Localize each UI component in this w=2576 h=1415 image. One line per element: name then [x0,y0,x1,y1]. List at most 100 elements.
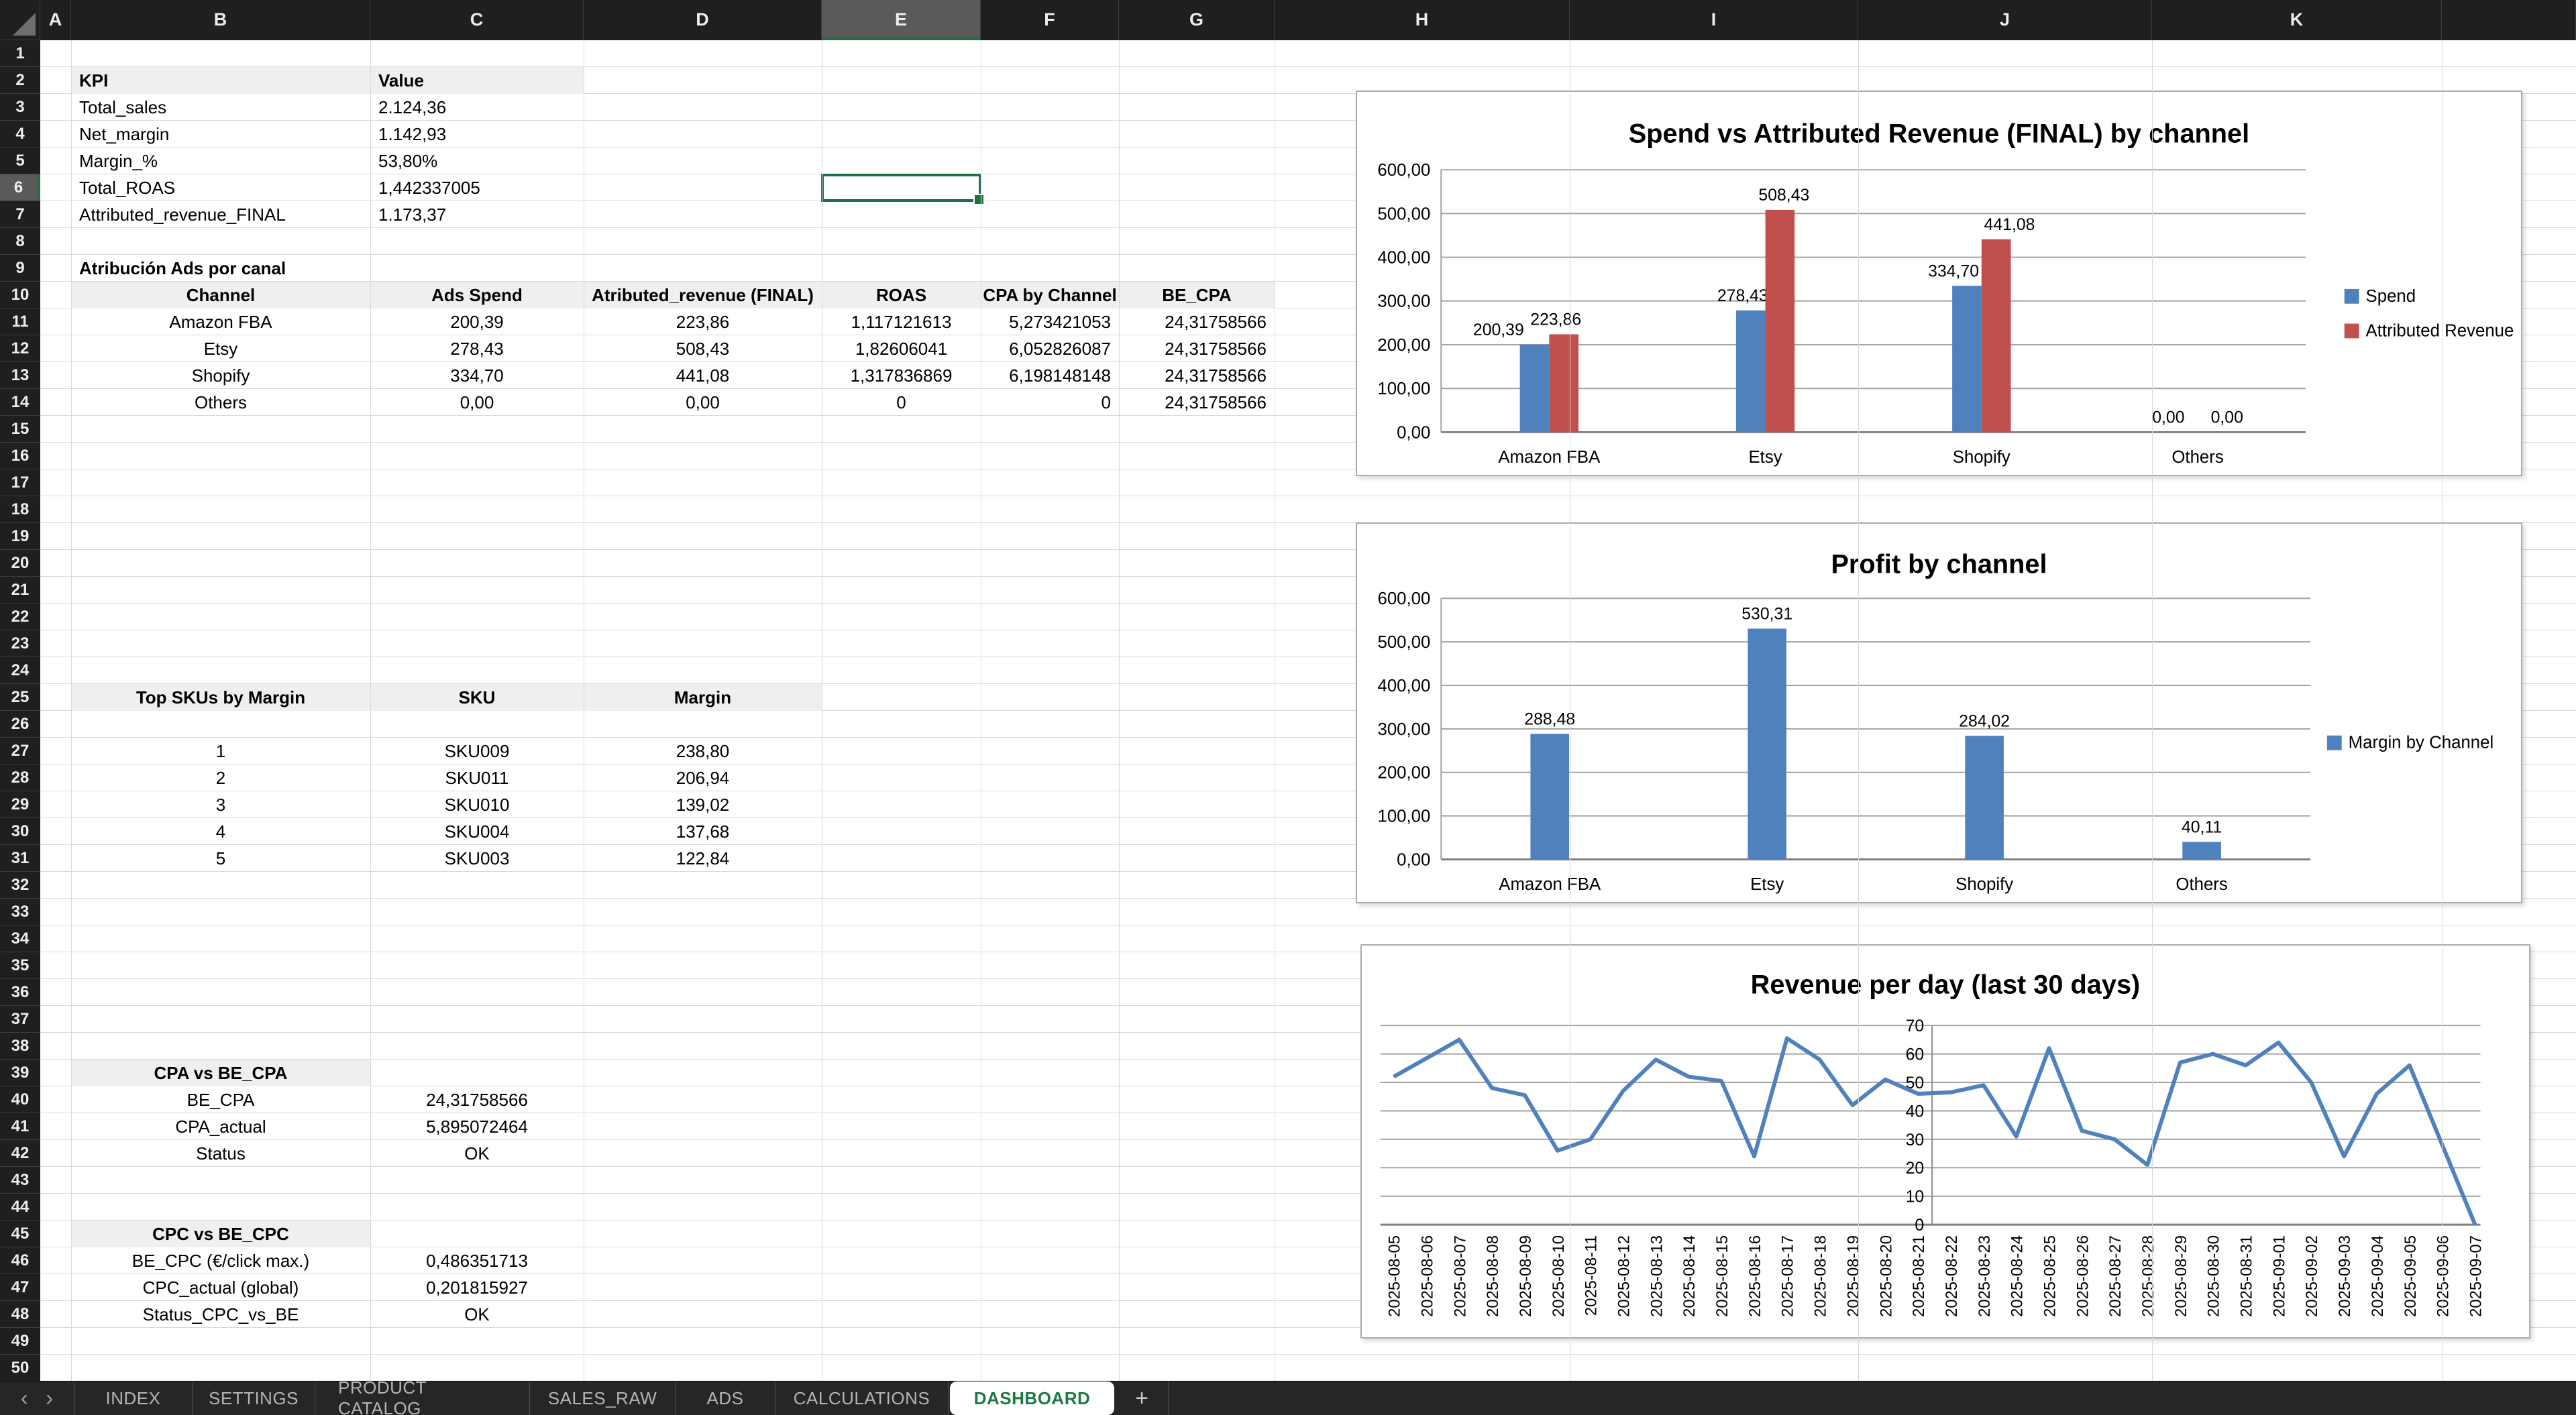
cell-F12[interactable]: 6,052826087 [1009,339,1111,359]
cell-B10[interactable]: Channel [71,282,370,308]
cell-C48[interactable]: OK [464,1304,490,1324]
cell-C12[interactable]: 278,43 [450,339,504,359]
sheet-grid[interactable]: KPI Value Total_sales 2.124,36 Net_margin 1.1… [40,40,2576,1381]
cell-B46[interactable]: BE_CPC (€/click max.) [131,1251,310,1271]
column-header-E[interactable]: E [822,0,981,40]
cell-B9[interactable]: Atribución Ads por canal [79,258,286,278]
row-header-20[interactable]: 20 [0,550,40,577]
cell-D11[interactable]: 223,86 [676,312,730,332]
cell-B6[interactable]: Total_ROAS [79,178,176,198]
cell-D12[interactable]: 508,43 [676,339,730,359]
cell-C5[interactable]: 53,80% [378,151,438,171]
cell-B31[interactable]: 5 [215,848,226,868]
row-header-35[interactable]: 35 [0,952,40,979]
cell-B11[interactable]: Amazon FBA [169,312,272,332]
cell-C10[interactable]: Ads Spend [370,282,584,308]
cell-F14[interactable]: 0 [1101,392,1111,412]
add-sheet-button[interactable]: + [1116,1381,1169,1415]
cell-C28[interactable]: SKU011 [445,768,509,788]
sheet-tab-calculations[interactable]: CALCULATIONS [775,1381,949,1415]
row-header-19[interactable]: 19 [0,523,40,550]
cell-C14[interactable]: 0,00 [460,392,494,412]
cell-B42[interactable]: Status [196,1143,246,1164]
cell-C7[interactable]: 1.173,37 [378,205,447,225]
row-header-24[interactable]: 24 [0,657,40,684]
row-header-2[interactable]: 2 [0,67,40,94]
sheet-tab-settings[interactable]: SETTINGS [193,1381,315,1415]
cell-C25[interactable]: SKU [370,684,584,711]
row-header-28[interactable]: 28 [0,765,40,791]
row-header-13[interactable]: 13 [0,362,40,389]
column-header-A[interactable]: A [40,0,71,40]
cell-B48[interactable]: Status_CPC_vs_BE [142,1304,299,1324]
cell-C13[interactable]: 334,70 [450,365,504,386]
column-header-H[interactable]: H [1275,0,1570,40]
tabs-scroll-right-icon[interactable]: › [46,1385,54,1411]
cell-E11[interactable]: 1,117121613 [851,312,952,332]
cell-E12[interactable]: 1,82606041 [855,339,948,359]
cell-B2[interactable]: KPI [71,67,370,94]
cell-C27[interactable]: SKU009 [444,741,510,761]
cell-C47[interactable]: 0,201815927 [426,1278,528,1298]
cell-D25[interactable]: Margin [584,684,822,711]
sheet-tab-sales_raw[interactable]: SALES_RAW [530,1381,676,1415]
cell-D28[interactable]: 206,94 [676,768,730,788]
row-header-47[interactable]: 47 [0,1274,40,1301]
sheet-tab-dashboard[interactable]: DASHBOARD [950,1381,1114,1415]
row-header-42[interactable]: 42 [0,1140,40,1167]
row-header-5[interactable]: 5 [0,148,40,174]
cell-B29[interactable]: 3 [215,795,226,815]
cell-C4[interactable]: 1.142,93 [378,124,447,144]
row-header-37[interactable]: 37 [0,1006,40,1033]
cell-B7[interactable]: Attributed_revenue_FINAL [79,205,286,225]
row-header-36[interactable]: 36 [0,979,40,1006]
cell-F13[interactable]: 6,198148148 [1009,365,1111,386]
cell-B27[interactable]: 1 [215,741,226,761]
sheet-tab-index[interactable]: INDEX [74,1381,193,1415]
column-header-B[interactable]: B [71,0,370,40]
row-header-23[interactable]: 23 [0,630,40,657]
cell-D14[interactable]: 0,00 [686,392,720,412]
cell-C11[interactable]: 200,39 [450,312,504,332]
row-header-22[interactable]: 22 [0,604,40,630]
cell-C3[interactable]: 2.124,36 [378,97,447,117]
column-header-C[interactable]: C [370,0,584,40]
cell-G13[interactable]: 24,31758566 [1165,365,1267,386]
row-header-33[interactable]: 33 [0,899,40,925]
row-header-10[interactable]: 10 [0,282,40,308]
row-header-40[interactable]: 40 [0,1086,40,1113]
cell-E10[interactable]: ROAS [822,282,981,308]
tabs-scroll-left-icon[interactable]: ‹ [20,1385,28,1411]
column-header-I[interactable]: I [1570,0,1858,40]
row-header-25[interactable]: 25 [0,684,40,711]
row-header-6[interactable]: 6 [0,174,40,201]
fill-handle[interactable] [973,194,985,205]
cell-B40[interactable]: BE_CPA [186,1090,255,1110]
row-header-48[interactable]: 48 [0,1301,40,1328]
cell-D10[interactable]: Atributed_revenue (FINAL) [584,282,822,308]
row-header-30[interactable]: 30 [0,818,40,845]
row-header-4[interactable]: 4 [0,121,40,148]
cell-D30[interactable]: 137,68 [676,822,730,842]
cell-E13[interactable]: 1,317836869 [850,365,953,386]
cell-F10[interactable]: CPA by Channel [981,282,1119,308]
row-header-11[interactable]: 11 [0,308,40,335]
cell-B41[interactable]: CPA_actual [175,1117,266,1137]
column-header-F[interactable]: F [981,0,1119,40]
cell-G12[interactable]: 24,31758566 [1165,339,1267,359]
cell-B28[interactable]: 2 [215,768,226,788]
cell-B25[interactable]: Top SKUs by Margin [71,684,370,711]
cell-C6[interactable]: 1,442337005 [378,178,480,198]
row-header-7[interactable]: 7 [0,201,40,228]
cell-C46[interactable]: 0,486351713 [426,1251,528,1271]
cell-D29[interactable]: 139,02 [676,795,730,815]
row-header-3[interactable]: 3 [0,94,40,121]
cell-B3[interactable]: Total_sales [79,97,167,117]
chart-profit-by-channel[interactable]: Profit by channel 0,00 100,00 200,00 300,00 4… [1356,522,2522,903]
row-header-34[interactable]: 34 [0,925,40,952]
row-header-9[interactable]: 9 [0,255,40,282]
row-header-16[interactable]: 16 [0,443,40,469]
row-header-8[interactable]: 8 [0,228,40,255]
row-header-17[interactable]: 17 [0,469,40,496]
cell-E14[interactable]: 0 [896,392,906,412]
